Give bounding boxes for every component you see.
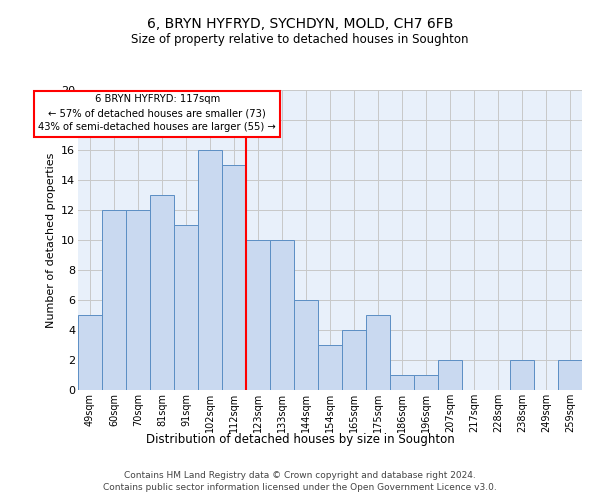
Text: Contains public sector information licensed under the Open Government Licence v3: Contains public sector information licen…: [103, 484, 497, 492]
Bar: [150, 195, 174, 390]
Text: 6 BRYN HYFRYD: 117sqm
← 57% of detached houses are smaller (73)
43% of semi-deta: 6 BRYN HYFRYD: 117sqm ← 57% of detached …: [38, 94, 276, 132]
Bar: [318, 345, 342, 390]
Text: 6, BRYN HYFRYD, SYCHDYN, MOLD, CH7 6FB: 6, BRYN HYFRYD, SYCHDYN, MOLD, CH7 6FB: [147, 18, 453, 32]
Bar: [198, 150, 222, 390]
Text: Contains HM Land Registry data © Crown copyright and database right 2024.: Contains HM Land Registry data © Crown c…: [124, 471, 476, 480]
Bar: [558, 360, 582, 390]
Bar: [102, 210, 126, 390]
Bar: [366, 315, 390, 390]
Y-axis label: Number of detached properties: Number of detached properties: [46, 152, 56, 328]
Bar: [270, 240, 294, 390]
Text: Size of property relative to detached houses in Soughton: Size of property relative to detached ho…: [131, 32, 469, 46]
Bar: [342, 330, 366, 390]
Bar: [78, 315, 102, 390]
Bar: [126, 210, 150, 390]
Bar: [294, 300, 318, 390]
Bar: [222, 165, 246, 390]
Bar: [246, 240, 270, 390]
Bar: [414, 375, 438, 390]
Text: Distribution of detached houses by size in Soughton: Distribution of detached houses by size …: [146, 432, 454, 446]
Bar: [510, 360, 534, 390]
Bar: [174, 225, 198, 390]
Bar: [438, 360, 462, 390]
Bar: [390, 375, 414, 390]
